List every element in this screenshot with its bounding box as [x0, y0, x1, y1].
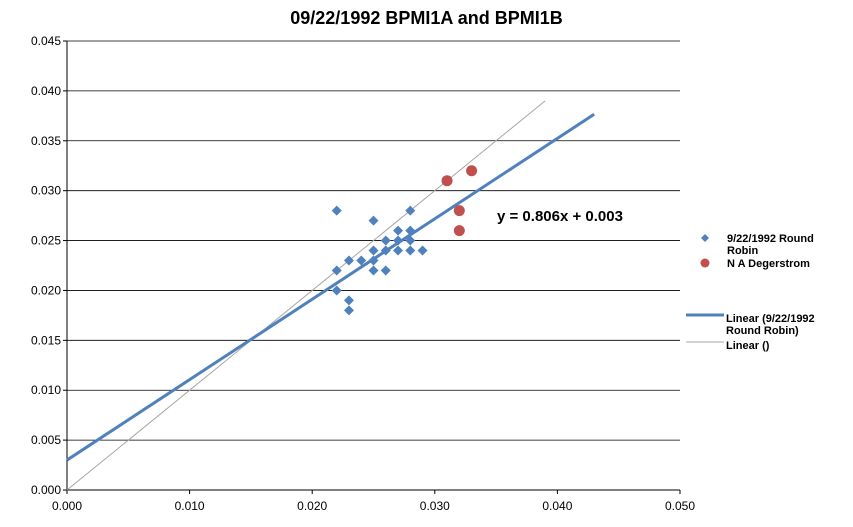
y-tick-label: 0.025 — [31, 234, 61, 248]
x-tick-label: 0.000 — [52, 499, 82, 513]
legend-label: Round Robin) — [726, 325, 799, 337]
x-tick-label: 0.010 — [175, 499, 205, 513]
data-point-diamond — [331, 265, 342, 276]
x-tick-label: 0.030 — [420, 499, 450, 513]
y-tick-label: 0.035 — [31, 134, 61, 148]
data-point-diamond — [380, 235, 391, 246]
trendline — [66, 113, 596, 462]
data-point-diamond — [356, 255, 367, 266]
data-point-diamond — [368, 265, 379, 276]
y-tick-label: 0.020 — [31, 283, 61, 297]
y-tick-label: 0.010 — [31, 383, 61, 397]
data-point-diamond — [393, 245, 404, 256]
legend-label: Robin — [727, 245, 758, 257]
data-point-diamond — [393, 235, 404, 246]
data-point-diamond — [368, 245, 379, 256]
data-point-circle — [453, 205, 465, 217]
data-point-diamond — [380, 265, 391, 276]
legend-circle-marker — [700, 258, 710, 268]
data-point-circle — [453, 225, 465, 237]
data-point-diamond — [343, 305, 354, 316]
data-point-diamond — [368, 255, 379, 266]
data-point-circle — [466, 165, 478, 177]
data-point-diamond — [405, 225, 416, 236]
data-point-diamond — [331, 285, 342, 296]
data-point-diamond — [343, 255, 354, 266]
data-point-diamond — [405, 235, 416, 246]
data-point-diamond — [343, 295, 354, 306]
y-tick-label: 0.000 — [31, 483, 61, 497]
x-tick-label: 0.050 — [665, 499, 695, 513]
data-point-circle — [441, 175, 453, 187]
legend-label: Linear () — [726, 340, 770, 352]
legend-label: N A Degerstrom — [727, 258, 810, 270]
legend-label: Linear (9/22/1992 — [726, 313, 815, 325]
y-tick-label: 0.045 — [31, 34, 61, 48]
trendline — [66, 100, 546, 491]
legend-diamond-marker — [701, 234, 709, 242]
x-tick-label: 0.020 — [297, 499, 327, 513]
data-point-diamond — [417, 245, 428, 256]
x-tick-label: 0.040 — [542, 499, 572, 513]
chart-title: 09/22/1992 BPMI1A and BPMI1B — [290, 8, 563, 28]
trendline-equation: y = 0.806x + 0.003 — [497, 208, 623, 225]
y-tick-label: 0.005 — [31, 433, 61, 447]
y-tick-label: 0.040 — [31, 84, 61, 98]
data-point-diamond — [405, 245, 416, 256]
legend-label: 9/22/1992 Round — [727, 233, 814, 245]
data-point-diamond — [405, 205, 416, 216]
data-point-diamond — [368, 215, 379, 226]
data-point-diamond — [380, 245, 391, 256]
data-point-diamond — [331, 205, 342, 216]
y-tick-label: 0.030 — [31, 184, 61, 198]
y-tick-label: 0.015 — [31, 333, 61, 347]
data-point-diamond — [393, 225, 404, 236]
